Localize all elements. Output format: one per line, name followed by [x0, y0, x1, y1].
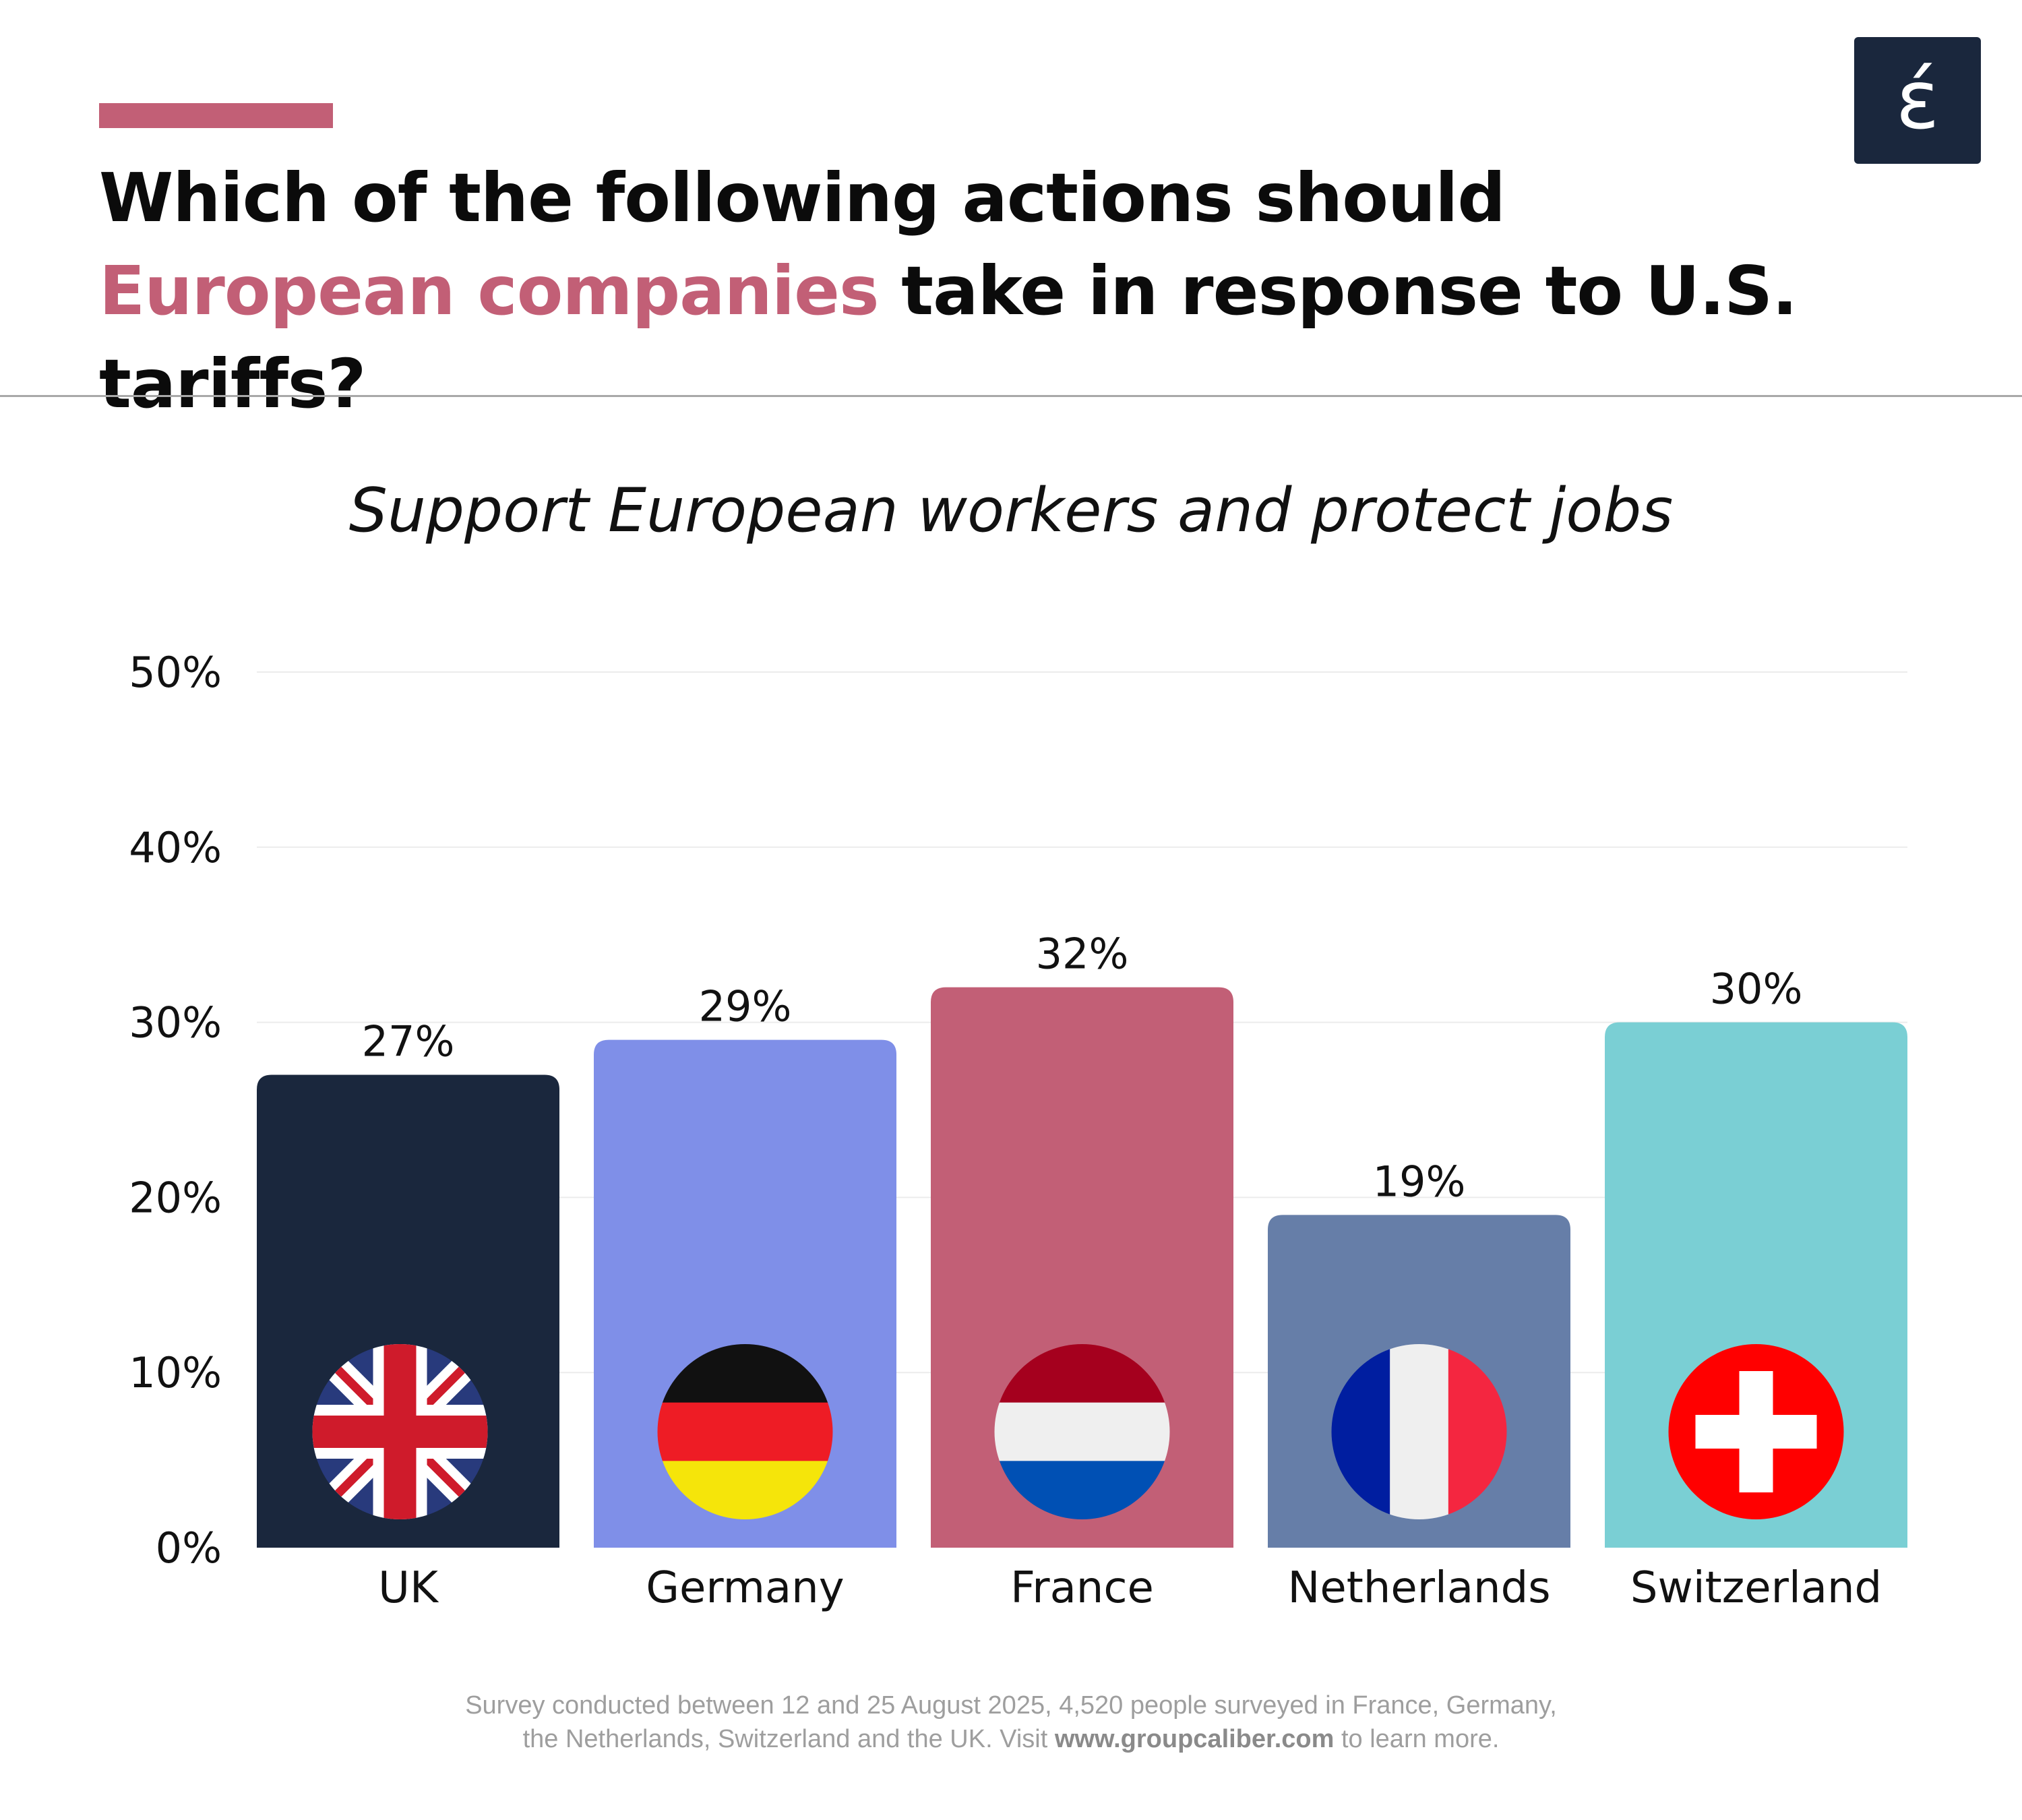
- page-title: Which of the following actions should Eu…: [99, 152, 1851, 431]
- title-highlight: European companies: [99, 251, 879, 330]
- value-label: 19%: [1373, 1157, 1466, 1206]
- bar-group-netherlands: 19% Netherlands: [1268, 1157, 1570, 1613]
- netherlands-flag-icon: [994, 1344, 1170, 1519]
- footer-line-2: the Netherlands, Switzerland and the UK.…: [0, 1722, 2022, 1756]
- france-flag-icon: [1331, 1344, 1507, 1519]
- y-tick-label: 10%: [129, 1348, 222, 1397]
- value-label: 29%: [699, 982, 792, 1031]
- y-tick-label: 40%: [129, 823, 222, 872]
- bar-group-france: 32% France: [931, 930, 1233, 1613]
- title-text-end: take in response to U.S. tariffs?: [99, 251, 1798, 423]
- bar-group-uk: 27% UK: [257, 1017, 559, 1613]
- footer-text: the Netherlands, Switzerland and the UK.…: [522, 1725, 1055, 1753]
- y-tick-label: 50%: [129, 648, 222, 697]
- germany-flag-icon: [657, 1344, 833, 1519]
- groupcaliber-logo-icon: ɛ́: [1854, 37, 1981, 164]
- footer-note: Survey conducted between 12 and 25 Augus…: [0, 1689, 2022, 1756]
- footer-line-1: Survey conducted between 12 and 25 Augus…: [465, 1691, 1557, 1720]
- category-label: UK: [378, 1563, 439, 1613]
- category-label: France: [1010, 1563, 1154, 1613]
- bar-group-germany: 29% Germany: [594, 982, 896, 1613]
- divider: [0, 395, 2022, 397]
- category-label: Switzerland: [1630, 1563, 1882, 1613]
- uk-flag-icon: [312, 1344, 488, 1519]
- switzerland-flag-icon: [1668, 1344, 1844, 1519]
- logo-glyph: ɛ́: [1895, 53, 1940, 148]
- y-tick-label: 30%: [129, 998, 222, 1048]
- accent-bar: [99, 103, 333, 128]
- value-label: 27%: [362, 1017, 455, 1066]
- groupcaliber-link[interactable]: www.groupcaliber.com: [1054, 1725, 1335, 1753]
- footer-text-end: to learn more.: [1334, 1725, 1500, 1753]
- chart-title: Support European workers and protect job…: [349, 475, 1674, 546]
- title-text: Which of the following actions should: [99, 158, 1506, 237]
- category-label: Germany: [646, 1563, 844, 1613]
- y-tick-label: 20%: [129, 1173, 222, 1222]
- bar-group-switzerland: 30% Switzerland: [1605, 965, 1907, 1613]
- category-label: Netherlands: [1287, 1563, 1550, 1613]
- value-label: 32%: [1036, 930, 1129, 979]
- value-label: 30%: [1710, 965, 1803, 1014]
- y-tick-label: 0%: [156, 1523, 222, 1573]
